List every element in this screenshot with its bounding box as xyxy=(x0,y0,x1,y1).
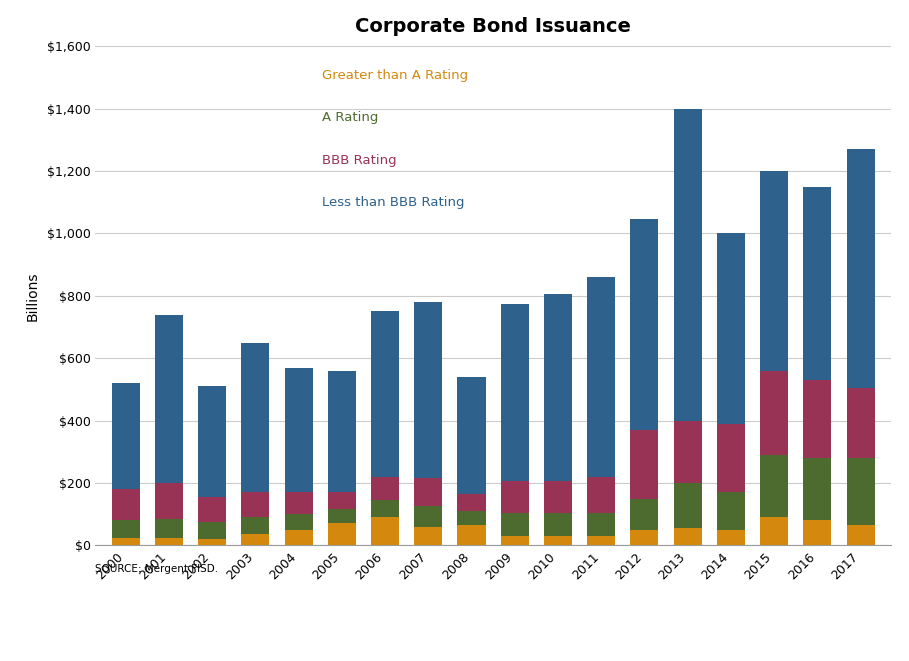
Bar xyxy=(674,108,702,420)
Bar xyxy=(674,528,702,545)
Bar xyxy=(587,512,615,536)
Bar xyxy=(415,527,443,545)
Bar xyxy=(415,506,443,527)
Bar xyxy=(760,455,788,518)
Bar xyxy=(371,311,399,477)
Bar xyxy=(587,277,615,477)
Bar xyxy=(155,483,183,519)
Bar xyxy=(587,477,615,512)
Text: BBB Rating: BBB Rating xyxy=(322,153,396,167)
Bar xyxy=(760,371,788,455)
Bar xyxy=(112,489,140,520)
Bar xyxy=(285,368,313,492)
Bar xyxy=(112,520,140,537)
Bar xyxy=(457,494,485,511)
Bar xyxy=(457,525,485,545)
Text: ST. LOUIS: ST. LOUIS xyxy=(329,626,395,639)
Bar xyxy=(457,377,485,494)
Bar xyxy=(112,537,140,545)
Bar xyxy=(155,315,183,483)
Bar xyxy=(846,525,874,545)
Bar xyxy=(846,149,874,388)
Bar xyxy=(198,386,226,497)
Bar xyxy=(717,492,745,529)
Text: Greater than A Rating: Greater than A Rating xyxy=(322,69,468,82)
Bar xyxy=(804,458,832,520)
Bar xyxy=(674,420,702,483)
Bar xyxy=(846,388,874,458)
Bar xyxy=(760,518,788,545)
Bar xyxy=(371,518,399,545)
Bar xyxy=(717,529,745,545)
Bar xyxy=(544,536,572,545)
Bar xyxy=(328,492,356,510)
Bar xyxy=(328,510,356,524)
Bar xyxy=(717,233,745,424)
Bar xyxy=(501,512,529,536)
Bar xyxy=(804,380,832,458)
Bar xyxy=(630,219,658,430)
Bar xyxy=(630,430,658,498)
Bar xyxy=(241,518,269,534)
Bar xyxy=(328,524,356,545)
Bar xyxy=(155,519,183,537)
Bar xyxy=(630,498,658,529)
Bar xyxy=(241,534,269,545)
Y-axis label: Billions: Billions xyxy=(25,271,40,321)
Bar xyxy=(371,500,399,518)
Bar xyxy=(760,171,788,371)
Text: SOURCE: Mergent FISD.: SOURCE: Mergent FISD. xyxy=(95,564,218,574)
Bar xyxy=(155,537,183,545)
Bar xyxy=(328,371,356,492)
Bar xyxy=(587,536,615,545)
Bar xyxy=(544,294,572,481)
Bar xyxy=(198,522,226,539)
Bar xyxy=(241,492,269,518)
Bar xyxy=(285,492,313,514)
Text: A Rating: A Rating xyxy=(322,111,378,124)
Bar xyxy=(501,481,529,512)
Bar xyxy=(285,529,313,545)
Bar xyxy=(674,483,702,528)
Text: FEDERAL RESERVE BANK: FEDERAL RESERVE BANK xyxy=(23,626,190,639)
Bar xyxy=(544,512,572,536)
Bar xyxy=(804,186,832,380)
Text: Less than BBB Rating: Less than BBB Rating xyxy=(322,196,464,209)
Bar xyxy=(241,342,269,492)
Bar xyxy=(501,303,529,481)
Bar xyxy=(112,383,140,489)
Bar xyxy=(630,529,658,545)
Bar xyxy=(371,477,399,500)
Bar xyxy=(415,479,443,506)
Bar xyxy=(285,514,313,529)
Bar xyxy=(846,458,874,525)
Bar xyxy=(544,481,572,512)
Bar xyxy=(717,424,745,492)
Bar xyxy=(501,536,529,545)
Bar xyxy=(198,497,226,522)
Bar xyxy=(415,302,443,479)
Bar xyxy=(804,520,832,545)
Title: Corporate Bond Issuance: Corporate Bond Issuance xyxy=(355,17,631,36)
Text: of: of xyxy=(300,626,312,639)
Bar xyxy=(457,511,485,525)
Bar xyxy=(198,539,226,545)
